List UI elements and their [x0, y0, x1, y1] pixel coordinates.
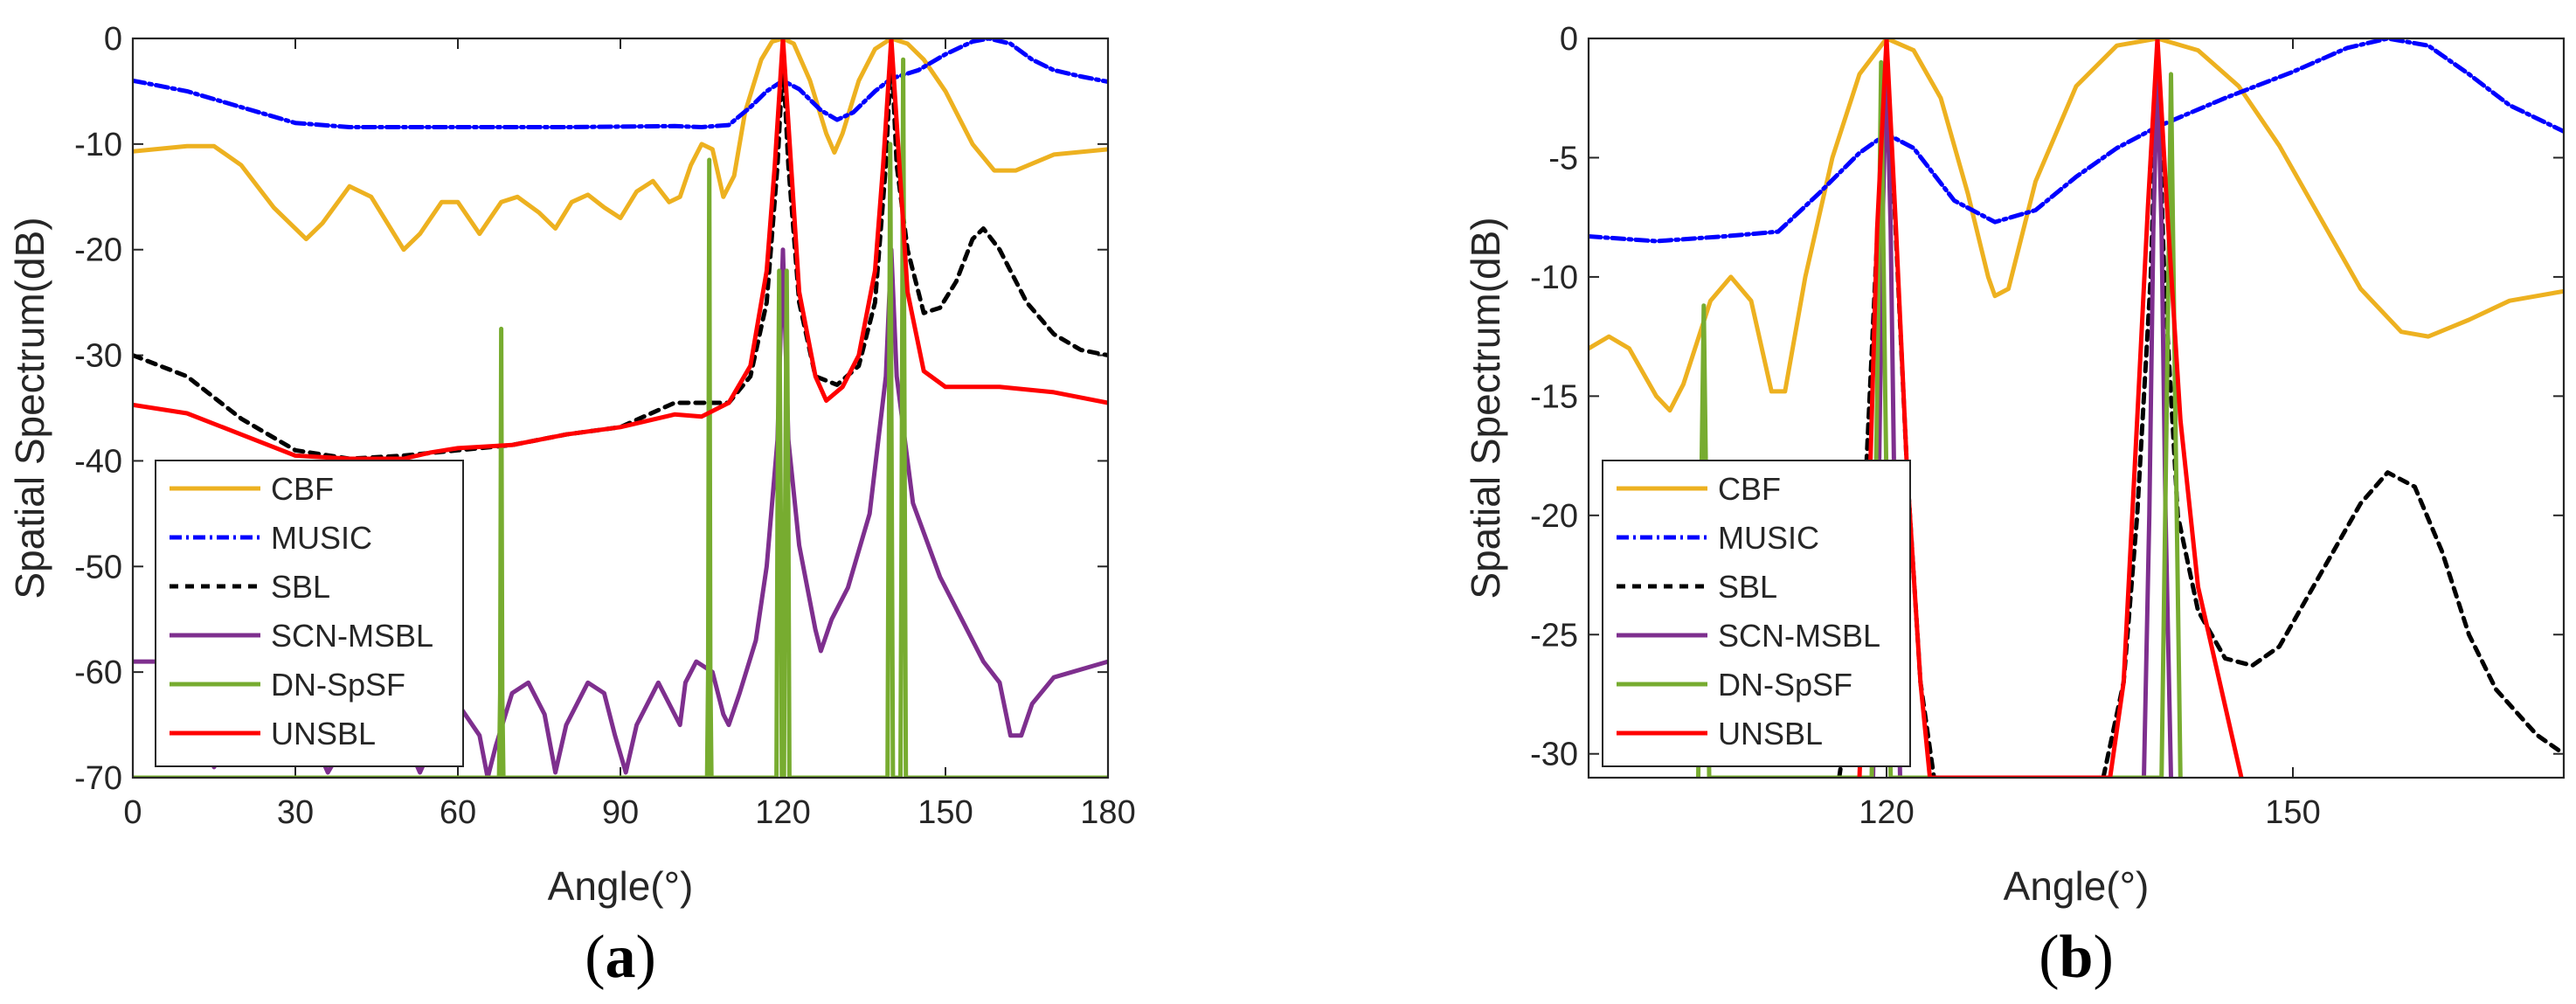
panel-label-a-letter: a [606, 924, 636, 991]
y-tick-label: -10 [74, 127, 122, 163]
legend-box-a [155, 460, 464, 767]
legend-label: SBL [1718, 569, 1777, 605]
legend-b: CBF MUSIC SBL SCN-MSBL DN-SpSF UNSBL [1602, 460, 1911, 767]
series-music-line [1589, 38, 2564, 244]
y-tick-label: -30 [1530, 737, 1578, 773]
panel-label-a: (a) [585, 924, 656, 991]
series-dn-spsf-line [1696, 59, 2183, 778]
x-tick-label: 150 [2265, 794, 2320, 831]
legend-label: DN-SpSF [271, 667, 405, 703]
x-tick-labels-b: 120 150 [1859, 794, 2320, 831]
legend-label: UNSBL [1718, 716, 1823, 751]
series-cbf-line [133, 38, 1108, 253]
y-tick-label: -15 [1530, 378, 1578, 415]
y-tick-label: -10 [1530, 260, 1578, 296]
axes-frame-b [1587, 37, 2566, 779]
chart-panel-a: 0 30 60 90 120 150 180 0-10-20-30-40-50-60-70 … [7, 21, 1136, 991]
x-tick-label: 120 [755, 794, 810, 831]
x-tick-label: 150 [918, 794, 973, 831]
legend-label: SCN-MSBL [271, 618, 433, 654]
y-tick-labels-a: 0 -10 -20 -30 -40 -50 -60 -70 [74, 21, 122, 797]
legend-box-b [1602, 460, 1911, 767]
y-tick-label: -25 [1530, 617, 1578, 654]
x-tick-label: 60 [440, 794, 476, 831]
y-tick-labels-b: 0 -5 -10 -15 -20 -25 -30 [1530, 21, 1578, 773]
y-tick-label: 0 [104, 21, 122, 58]
y-tick-label: 0 [1560, 21, 1578, 58]
legend-label: CBF [271, 471, 334, 507]
legend-label: SBL [271, 569, 330, 605]
panel-label-b-letter: b [2060, 924, 2094, 991]
axes-frame-a [131, 37, 1110, 779]
legend-a: CBF MUSIC SBL SCN-MSBL DN-SpSF UNSBL [155, 460, 464, 767]
y-tick-label: -20 [1530, 498, 1578, 535]
y-tick-label: -30 [74, 338, 122, 375]
series-unsbl-line [1857, 38, 2244, 778]
legend-label: SCN-MSBL [1718, 618, 1880, 654]
y-axis-label-b: Spatial Spectrum(dB) [1463, 217, 1508, 599]
x-tick-label: 90 [602, 794, 639, 831]
series-unsbl-line [133, 38, 1108, 461]
x-tick-label: 0 [123, 794, 142, 831]
panel-label-a-close: ) [636, 924, 656, 991]
legend-label: MUSIC [1718, 520, 1819, 556]
x-tick-label: 120 [1859, 794, 1914, 831]
x-axis-label-b: Angle(°) [2004, 863, 2150, 909]
panel-label-b-close: ) [2093, 924, 2113, 991]
panel-label-b-open: ( [2039, 924, 2059, 991]
series-group-a [133, 38, 1108, 778]
legend-label: CBF [1718, 471, 1781, 507]
y-axis-label-a: Spatial Spectrum(dB) [7, 217, 52, 599]
legend-label: MUSIC [271, 520, 372, 556]
legend-label: UNSBL [271, 716, 376, 751]
x-tick-labels-a: 0 30 60 90 120 150 180 [123, 794, 1135, 831]
legend-label: DN-SpSF [1718, 667, 1852, 703]
series-group-b [1589, 38, 2564, 778]
y-tick-label: -70 [74, 760, 122, 797]
x-tick-label: 30 [277, 794, 314, 831]
x-tick-label: 180 [1080, 794, 1135, 831]
y-tick-label: -50 [74, 549, 122, 585]
y-tick-label: -5 [1548, 140, 1578, 177]
y-tick-label: -60 [74, 654, 122, 691]
chart-panel-b: 120 150 0 -5 -10 -15 -20 -25 -30 Angle(°) Spati… [1463, 21, 2566, 991]
y-tick-label: -40 [74, 443, 122, 480]
x-axis-label-a: Angle(°) [548, 863, 694, 909]
y-tick-label: -20 [74, 232, 122, 269]
panel-label-a-open: ( [585, 924, 605, 991]
panel-label-b: (b) [2039, 924, 2114, 991]
series-music-line [133, 38, 1108, 129]
